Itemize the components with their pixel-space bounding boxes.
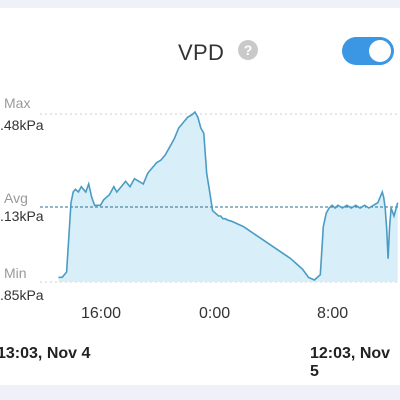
vpd-series-line [58,110,399,281]
x-tick-label: 0:00 [199,305,231,322]
y-max-value: .48kPa [0,117,44,133]
help-icon[interactable]: ? [238,40,258,60]
y-avg-value: .13kPa [0,208,44,224]
y-max-label: Max [4,95,31,111]
vpd-toggle[interactable] [342,37,394,65]
toggle-knob [369,40,391,62]
x-tick-label: 8:00 [317,305,349,322]
range-start: 13:03, Nov 4 [0,345,91,362]
x-tick-label: 16:00 [81,305,122,322]
y-min-value: .85kPa [0,287,44,303]
range-end: 12:03, Nov 5 [310,345,391,380]
y-avg-label: Avg [4,190,28,206]
y-min-label: Min [4,265,27,281]
chart-title: VPD [178,40,225,65]
vpd-area-fill [58,112,398,283]
